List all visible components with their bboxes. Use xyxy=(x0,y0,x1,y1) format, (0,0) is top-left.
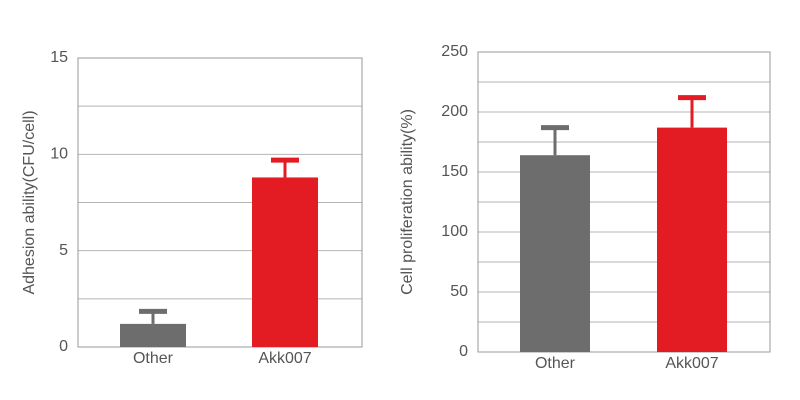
bar xyxy=(657,127,727,352)
y-tick-label: 10 xyxy=(50,146,68,163)
y-tick-label: 200 xyxy=(441,103,468,120)
plot-frame xyxy=(77,57,363,348)
y-axis-label: Cell proliferation ability(%) xyxy=(399,109,416,295)
y-tick-label: 0 xyxy=(59,338,68,355)
bar xyxy=(120,323,186,347)
bar xyxy=(252,177,318,347)
y-tick-label: 5 xyxy=(59,242,68,259)
y-tick-label: 0 xyxy=(459,343,468,360)
x-tick-label: Akk007 xyxy=(665,355,718,372)
x-tick-label: Akk007 xyxy=(258,350,311,367)
y-tick-label: 250 xyxy=(441,43,468,60)
plot-frame xyxy=(477,51,771,353)
x-tick-label: Other xyxy=(535,355,576,372)
y-tick-label: 100 xyxy=(441,223,468,240)
y-axis-label: Adhesion ability(CFU/cell) xyxy=(21,110,38,294)
y-tick-label: 50 xyxy=(450,283,468,300)
bar xyxy=(520,155,590,352)
y-tick-label: 150 xyxy=(441,163,468,180)
y-tick-label: 15 xyxy=(50,49,68,66)
x-tick-label: Other xyxy=(133,350,174,367)
